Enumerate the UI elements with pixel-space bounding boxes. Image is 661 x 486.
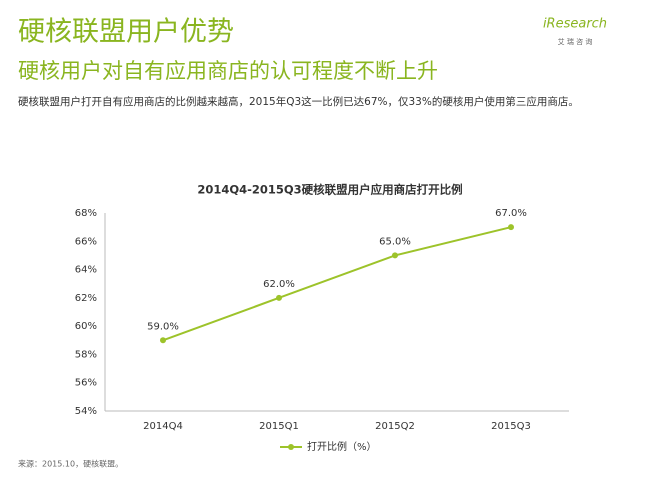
y-tick-label: 60% — [75, 321, 97, 332]
x-tick-label: 2015Q2 — [375, 421, 415, 432]
legend-label: 打开比例（%） — [307, 440, 377, 453]
point — [160, 337, 166, 344]
x-tick-label: 2015Q1 — [259, 421, 299, 432]
data-label: 65.0% — [379, 236, 411, 247]
point — [392, 252, 398, 259]
y-tick-label: 68% — [75, 208, 97, 219]
x-tick-label: 2015Q3 — [491, 421, 531, 432]
point — [508, 224, 514, 231]
y-tick-label: 56% — [75, 378, 97, 389]
data-label: 62.0% — [263, 279, 295, 290]
slide-subtitle: 硬核用户对自有应用商店的认可程度不断上升 — [18, 59, 438, 83]
logo-brand: iResearch — [543, 17, 607, 32]
y-tick-label: 64% — [75, 265, 97, 276]
y-tick-label: 66% — [75, 236, 97, 247]
source: 来源：2015.10，硬核联盟。 — [18, 459, 123, 469]
chart-title: 2014Q4-2015Q3硬核联盟用户应用商店打开比例 — [197, 183, 462, 197]
description: 硬核联盟用户打开自有应用商店的比例越来越高，2015年Q3这一比例已达67%，仅… — [18, 95, 579, 108]
line — [162, 226, 512, 342]
point — [276, 294, 282, 301]
logo-tagline: 艾 瑞 咨 询 — [558, 37, 593, 46]
x-tick-label: 2014Q4 — [143, 421, 183, 432]
y-tick-label: 54% — [75, 406, 97, 417]
y-tick-label: 62% — [75, 293, 97, 304]
legend-marker — [288, 444, 294, 450]
data-label: 59.0% — [147, 321, 179, 332]
y-tick-label: 58% — [75, 349, 97, 360]
data-label: 67.0% — [495, 208, 527, 219]
slide-title: 硬核联盟用户优势 — [18, 17, 234, 48]
